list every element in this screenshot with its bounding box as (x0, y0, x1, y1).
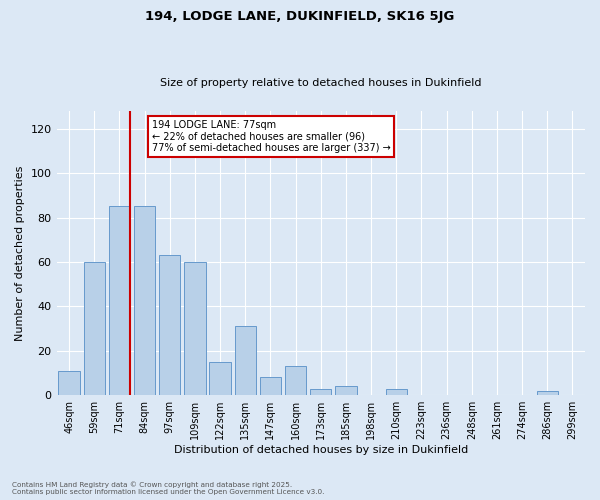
Bar (209, 362, 231, 395)
Bar (58, 371, 80, 395)
Bar (184, 262, 206, 395)
Text: Contains HM Land Registry data © Crown copyright and database right 2025.
Contai: Contains HM Land Registry data © Crown c… (12, 482, 325, 495)
Bar (386, 388, 407, 395)
Bar (335, 386, 356, 395)
Bar (134, 206, 155, 395)
Bar (235, 326, 256, 395)
Text: 194, LODGE LANE, DUKINFIELD, SK16 5JG: 194, LODGE LANE, DUKINFIELD, SK16 5JG (145, 10, 455, 23)
Y-axis label: Number of detached properties: Number of detached properties (15, 166, 25, 341)
Bar (83, 262, 105, 395)
Bar (310, 388, 331, 395)
Bar (260, 378, 281, 395)
X-axis label: Distribution of detached houses by size in Dukinfield: Distribution of detached houses by size … (173, 445, 468, 455)
Text: 194 LODGE LANE: 77sqm
← 22% of detached houses are smaller (96)
77% of semi-deta: 194 LODGE LANE: 77sqm ← 22% of detached … (152, 120, 391, 152)
Title: Size of property relative to detached houses in Dukinfield: Size of property relative to detached ho… (160, 78, 482, 88)
Bar (159, 256, 181, 395)
Bar (285, 366, 307, 395)
Bar (109, 206, 130, 395)
Bar (536, 391, 558, 395)
